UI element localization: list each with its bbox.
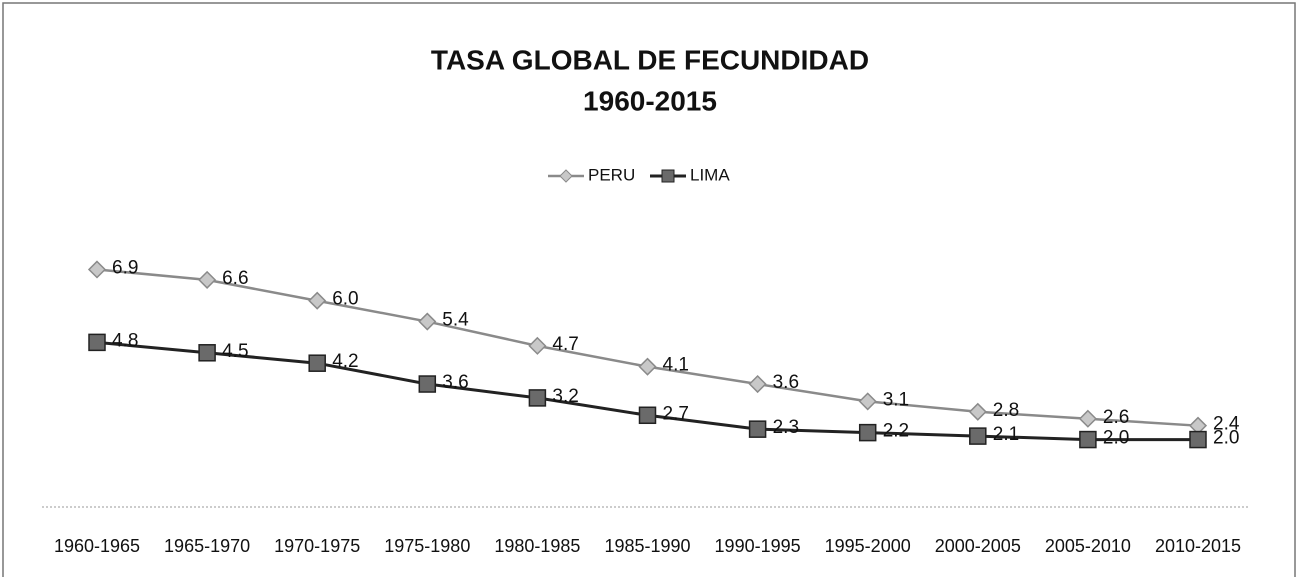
data-point [969,427,987,445]
x-tick-label: 1980-1985 [494,536,580,556]
data-point [88,333,106,352]
data-point [638,406,657,425]
data-label: 2.7 [663,403,689,424]
data-label: 3.6 [773,372,799,393]
x-tick-label: 1985-1990 [604,536,690,556]
legend-marker [661,169,675,183]
data-point [748,374,767,394]
x-tick-label: 2005-2010 [1045,536,1131,556]
data-label: 3.6 [442,372,468,393]
data-point [858,392,877,411]
data-point [638,357,657,376]
data-point [858,423,877,442]
data-label: 6.6 [222,268,248,289]
data-point [87,260,107,279]
chart-title: TASA GLOBAL DE FECUNDIDAD [431,44,869,75]
x-tick-label: 2000-2005 [935,536,1021,556]
legend-marker [559,169,573,183]
series-line [96,268,1199,427]
series-line [96,340,1198,442]
data-label: 2.3 [773,417,799,438]
data-point [528,389,547,407]
data-point [748,420,767,438]
data-point [198,270,217,289]
x-tick-label: 1965-1970 [164,536,250,556]
data-label: 2.4 [1213,414,1240,435]
data-point [308,291,327,310]
data-label: 2.6 [1103,407,1129,428]
data-label: 4.8 [112,330,138,351]
data-label: 3.1 [883,389,909,410]
data-label: 5.4 [442,310,469,331]
data-label: 4.7 [552,334,578,355]
chart-subtitle: 1960-2015 [583,85,717,116]
data-point [1189,430,1207,449]
x-tick-label: 1995-2000 [825,536,911,556]
data-label: 4.1 [663,355,689,376]
legend-label: PERU [588,165,635,184]
data-label: 4.5 [222,341,248,362]
data-point [1079,430,1097,449]
data-point [968,402,987,421]
data-point [1078,409,1097,428]
x-tick-label: 1975-1980 [384,536,470,556]
x-tick-label: 1990-1995 [715,536,801,556]
data-label: 4.2 [332,351,358,372]
data-label: 6.9 [112,257,138,278]
data-label: 2.1 [993,424,1019,445]
data-point [308,354,326,372]
x-tick-label: 1960-1965 [54,536,140,556]
data-point [418,375,437,393]
x-tick-label: 1970-1975 [274,536,360,556]
data-point [418,312,437,331]
data-label: 2.0 [1213,428,1239,449]
legend-label: LIMA [690,165,730,184]
data-point [528,336,547,355]
data-label: 2.0 [1103,428,1129,449]
data-label: 6.0 [332,289,358,310]
data-label: 2.8 [993,400,1019,421]
x-tick-label: 2010-2015 [1155,536,1241,556]
data-point [198,344,216,362]
data-label: 3.2 [552,386,578,407]
data-label: 2.2 [883,421,909,442]
